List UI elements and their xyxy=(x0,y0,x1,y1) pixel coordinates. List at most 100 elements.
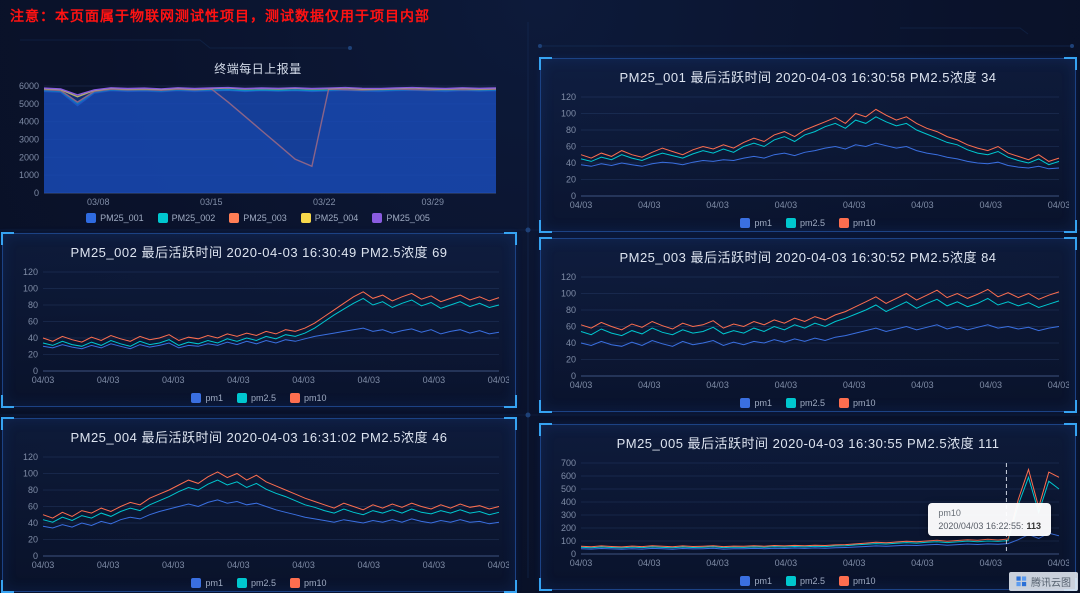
legend-item-PM25_002[interactable]: PM25_002 xyxy=(157,213,215,223)
svg-text:100: 100 xyxy=(23,284,38,294)
svg-text:04/03: 04/03 xyxy=(488,560,509,570)
legend-label: pm1 xyxy=(754,576,772,586)
svg-text:80: 80 xyxy=(566,305,576,315)
legend-item-pm2.5[interactable]: pm2.5 xyxy=(236,393,276,403)
legend-swatch xyxy=(86,213,97,223)
svg-text:04/03: 04/03 xyxy=(488,375,509,385)
svg-text:04/03: 04/03 xyxy=(423,375,446,385)
panel-title-pm25-003: PM25_003 最后活跃时间 2020-04-03 16:30:52 PM2.… xyxy=(619,250,997,265)
line-chart-pm25-001[interactable]: 0 20 40 60 80 100 120 04/03 04/03 04/03 04/03 04/03… xyxy=(547,91,1070,211)
legend-item-pm10[interactable]: pm10 xyxy=(290,393,327,403)
tooltip-value-line: 2020/04/03 16:22:55: 113 xyxy=(938,521,1041,531)
legend-item-pm10[interactable]: pm10 xyxy=(839,218,876,228)
chart-tooltip: pm10 2020/04/03 16:22:55: 113 xyxy=(928,503,1051,536)
legend-swatch xyxy=(372,213,383,223)
svg-text:04/03: 04/03 xyxy=(843,200,866,210)
legend-item-pm1[interactable]: pm1 xyxy=(740,218,772,228)
legend-swatch xyxy=(157,213,168,223)
chart-canvas: 0 20 40 60 80 100 120 04/03 04/03 04/03 04/03 04/03… xyxy=(23,452,510,570)
chart-canvas: 0 1000 2000 3000 4000 5000 6000 03/08 03/15 03/22… xyxy=(19,81,497,207)
legend-label: pm10 xyxy=(304,393,327,403)
svg-text:04/03: 04/03 xyxy=(775,200,798,210)
svg-text:04/03: 04/03 xyxy=(706,558,729,568)
svg-text:400: 400 xyxy=(561,497,576,507)
legend-item-pm1[interactable]: pm1 xyxy=(740,398,772,408)
legend-item-pm10[interactable]: pm10 xyxy=(839,398,876,408)
legend-item-pm1[interactable]: pm1 xyxy=(191,578,223,588)
line-chart-pm25-004[interactable]: 0 20 40 60 80 100 120 04/03 04/03 04/03 04/03 04/03… xyxy=(9,451,510,571)
svg-text:04/03: 04/03 xyxy=(979,380,1002,390)
svg-text:40: 40 xyxy=(28,333,38,343)
svg-text:20: 20 xyxy=(566,355,576,365)
legend-swatch xyxy=(785,218,796,228)
svg-text:120: 120 xyxy=(23,267,38,277)
legend-item-PM25_003[interactable]: PM25_003 xyxy=(229,213,287,223)
legend-swatch xyxy=(300,213,311,223)
svg-text:04/03: 04/03 xyxy=(570,380,593,390)
legend-item-pm10[interactable]: pm10 xyxy=(839,576,876,586)
legend-label: PM25_001 xyxy=(100,213,144,223)
svg-text:20: 20 xyxy=(28,535,38,545)
svg-text:5000: 5000 xyxy=(19,99,39,109)
svg-text:04/03: 04/03 xyxy=(706,200,729,210)
legend-item-PM25_005[interactable]: PM25_005 xyxy=(372,213,430,223)
legend-item-pm2.5[interactable]: pm2.5 xyxy=(236,578,276,588)
legend-swatch xyxy=(191,578,202,588)
tencent-yuntu-logo-icon xyxy=(1016,576,1027,587)
panel-pm25-001: PM25_001 最后活跃时间 2020-04-03 16:30:58 PM2.… xyxy=(539,57,1077,233)
svg-text:04/03: 04/03 xyxy=(162,375,185,385)
tencent-yuntu-watermark[interactable]: 腾讯云图 xyxy=(1009,572,1078,591)
tooltip-value: 113 xyxy=(1026,521,1041,531)
svg-text:03/15: 03/15 xyxy=(200,197,223,207)
svg-text:04/03: 04/03 xyxy=(911,558,934,568)
svg-text:20: 20 xyxy=(566,175,576,185)
legend-swatch xyxy=(839,576,849,586)
svg-text:40: 40 xyxy=(566,338,576,348)
svg-text:04/03: 04/03 xyxy=(32,560,55,570)
legend-label: PM25_005 xyxy=(386,213,430,223)
legend-item-pm1[interactable]: pm1 xyxy=(191,393,223,403)
legend-item-pm2.5[interactable]: pm2.5 xyxy=(785,576,825,586)
legend-label: pm1 xyxy=(754,398,772,408)
svg-text:04/03: 04/03 xyxy=(843,380,866,390)
chart-canvas: 0 20 40 60 80 100 120 04/03 04/03 04/03 04/03 04/03… xyxy=(561,272,1070,390)
svg-text:04/03: 04/03 xyxy=(706,380,729,390)
svg-text:100: 100 xyxy=(561,109,576,119)
svg-text:03/22: 03/22 xyxy=(313,197,336,207)
area-chart-daily-report[interactable]: 0 1000 2000 3000 4000 5000 6000 03/08 03/15 03/22… xyxy=(10,80,506,208)
svg-text:100: 100 xyxy=(561,289,576,299)
legend-label: pm10 xyxy=(853,576,876,586)
svg-text:0: 0 xyxy=(34,188,39,198)
line-chart-pm25-003[interactable]: 0 20 40 60 80 100 120 04/03 04/03 04/03 04/03 04/03… xyxy=(547,271,1070,391)
legend-swatch xyxy=(740,398,751,408)
legend-item-pm10[interactable]: pm10 xyxy=(290,578,327,588)
svg-text:500: 500 xyxy=(561,484,576,494)
legend-item-PM25_004[interactable]: PM25_004 xyxy=(300,213,358,223)
legend-item-pm2.5[interactable]: pm2.5 xyxy=(785,218,825,228)
legend-label: pm10 xyxy=(853,398,876,408)
svg-text:0: 0 xyxy=(571,191,576,201)
svg-text:04/03: 04/03 xyxy=(979,200,1002,210)
svg-text:6000: 6000 xyxy=(19,81,39,91)
line-chart-pm25-002[interactable]: 0 20 40 60 80 100 120 04/03 04/03 04/03 04/03 04/03… xyxy=(9,266,510,386)
svg-text:60: 60 xyxy=(28,502,38,512)
svg-text:04/03: 04/03 xyxy=(911,200,934,210)
legend-swatch xyxy=(839,218,849,228)
legend-swatch xyxy=(740,218,751,228)
legend-item-pm2.5[interactable]: pm2.5 xyxy=(785,398,825,408)
chart-legend-pm25-004: pm1 pm2.5 pm10 xyxy=(3,578,515,588)
svg-text:60: 60 xyxy=(566,322,576,332)
svg-text:04/03: 04/03 xyxy=(570,200,593,210)
panel-pm25-005: PM25_005 最后活跃时间 2020-04-03 16:30:55 PM2.… xyxy=(539,423,1077,591)
svg-text:04/03: 04/03 xyxy=(638,380,661,390)
legend-swatch xyxy=(191,393,202,403)
svg-text:04/03: 04/03 xyxy=(1048,558,1069,568)
test-project-warning: 注意：本页面属于物联网测试性项目，测试数据仅用于项目内部 xyxy=(10,8,430,24)
chart-canvas: 0 20 40 60 80 100 120 04/03 04/03 04/03 04/03 04/03… xyxy=(561,92,1070,210)
line-chart-pm25-005[interactable]: 0 100 200 300 400 500 600 700 04/03 04/03 04/03 04/… xyxy=(547,457,1070,569)
legend-item-pm1[interactable]: pm1 xyxy=(740,576,772,586)
legend-item-PM25_001[interactable]: PM25_001 xyxy=(86,213,144,223)
svg-text:200: 200 xyxy=(561,523,576,533)
legend-label: pm2.5 xyxy=(799,576,825,586)
